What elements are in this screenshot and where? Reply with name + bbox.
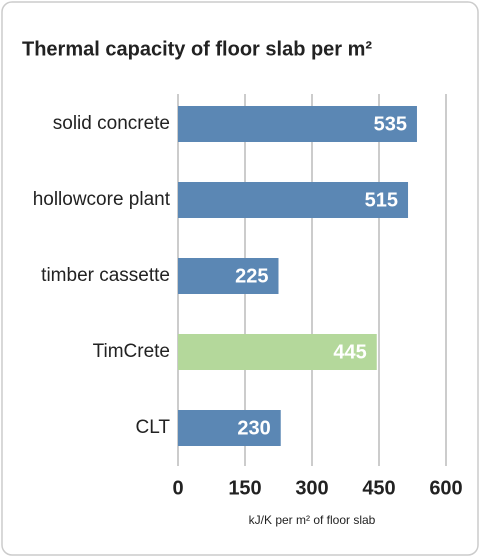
y-tick-label: solid concrete: [53, 113, 170, 134]
value-label: 445: [333, 341, 366, 363]
x-tick-label: 150: [228, 477, 261, 499]
x-tick-label: 450: [362, 477, 395, 499]
x-tick-label: 600: [429, 477, 462, 499]
value-label: 225: [235, 265, 268, 287]
x-tick-label: 0: [172, 477, 183, 499]
y-tick-label: timber cassette: [41, 265, 170, 286]
value-label: 515: [365, 189, 398, 211]
x-tick-label: 300: [295, 477, 328, 499]
bar: [178, 410, 281, 446]
bar: [178, 106, 417, 142]
x-axis-label: kJ/K per m² of floor slab: [249, 513, 376, 527]
value-label: 535: [374, 113, 407, 135]
y-tick-label: hollowcore plant: [33, 189, 171, 210]
bar: [178, 182, 409, 218]
y-tick-label: CLT: [136, 417, 171, 438]
chart-title: Thermal capacity of floor slab per m²: [22, 38, 372, 60]
bar: [178, 334, 377, 370]
value-label: 230: [237, 417, 270, 439]
bar: [178, 258, 279, 294]
y-tick-label: TimCrete: [93, 341, 170, 362]
